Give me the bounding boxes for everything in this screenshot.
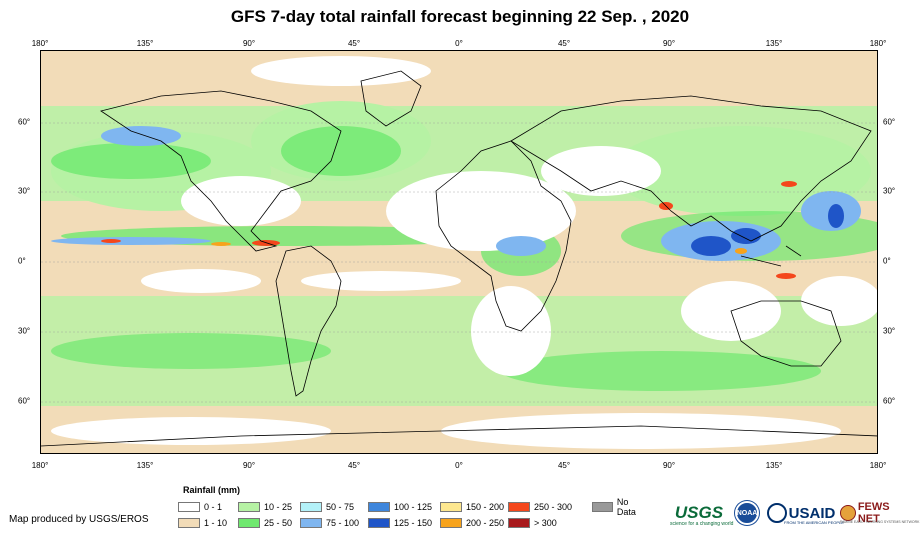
longitude-label: 90° (242, 39, 256, 48)
legend-item: 100 - 125 (368, 501, 432, 513)
latitude-label: 30° (883, 186, 896, 196)
latitude-label: 30° (18, 326, 31, 336)
legend-swatch (440, 518, 462, 528)
legend-swatch (508, 518, 530, 528)
legend-swatch (592, 502, 613, 512)
legend-title: Rainfall (mm) (183, 485, 241, 495)
longitude-label: 45° (557, 461, 571, 470)
legend-swatch (368, 518, 390, 528)
noaa-logo-text: NOAA (735, 501, 759, 525)
fews-net-logo: FEWS NET FAMINE EARLY WARNING SYSTEMS NE… (840, 496, 919, 530)
longitude-label: 180° (869, 461, 887, 470)
latitude-label: 60° (18, 396, 31, 406)
legend-swatch (238, 502, 260, 512)
latitude-label: 60° (883, 117, 896, 127)
legend-item: No Data (592, 497, 648, 517)
rainfall-map (40, 50, 878, 454)
longitude-label: 45° (347, 39, 361, 48)
latitude-label: 30° (18, 186, 31, 196)
longitude-label: 135° (765, 39, 783, 48)
fews-logo-text: FEWS NET (857, 501, 890, 525)
legend-label: 250 - 300 (534, 502, 573, 512)
legend-swatch (238, 518, 260, 528)
legend-item: 250 - 300 (508, 501, 572, 513)
longitude-label: 135° (765, 461, 783, 470)
legend-item: 50 - 75 (300, 501, 354, 513)
legend-label: 100 - 125 (394, 502, 433, 512)
longitude-label: 90° (662, 461, 676, 470)
longitude-label: 90° (662, 39, 676, 48)
rainfall-map-canvas (41, 51, 877, 453)
legend-item: 1 - 10 (178, 517, 227, 529)
legend-item: 75 - 100 (300, 517, 359, 529)
legend-item: 25 - 50 (238, 517, 292, 529)
legend-swatch (508, 502, 530, 512)
legend-label: 0 - 1 (204, 502, 223, 512)
map-credit: Map produced by USGS/EROS (9, 514, 149, 525)
partner-logos: USGS science for a changing world NOAA U… (668, 496, 919, 530)
legend-item: 10 - 25 (238, 501, 292, 513)
latitude-label: 0° (883, 256, 891, 266)
usaid-logo-text: USAID (788, 504, 836, 522)
legend-swatch (300, 518, 322, 528)
legend-item: 0 - 1 (178, 501, 222, 513)
longitude-label: 135° (136, 461, 154, 470)
rain-200-250-zones (211, 242, 747, 254)
usaid-tagline: FROM THE AMERICAN PEOPLE (784, 520, 844, 525)
longitude-label: 180° (31, 461, 49, 470)
legend-label: 10 - 25 (264, 502, 293, 512)
latitude-label: 60° (18, 117, 31, 127)
legend-item: 150 - 200 (440, 501, 504, 513)
usaid-logo: USAID FROM THE AMERICAN PEOPLE (764, 496, 844, 530)
fews-tagline: FAMINE EARLY WARNING SYSTEMS NETWORK (840, 520, 920, 524)
longitude-label: 180° (31, 39, 49, 48)
rainfall-legend: 0 - 1 1 - 10 10 - 25 25 - 50 50 - 75 75 - 100… (178, 497, 648, 531)
legend-item: 200 - 250 (440, 517, 504, 529)
legend-item: > 300 (508, 517, 557, 529)
legend-swatch (440, 502, 462, 512)
noaa-logo: NOAA (734, 496, 760, 530)
latitude-label: 0° (18, 256, 26, 266)
longitude-label: 180° (869, 39, 887, 48)
longitude-label: 90° (242, 461, 256, 470)
longitude-label: 0° (455, 461, 463, 470)
longitude-label: 0° (455, 39, 463, 48)
usaid-seal-icon (766, 503, 787, 523)
rain-0-1-zones (51, 56, 877, 449)
map-title: GFS 7-day total rainfall forecast beginn… (230, 7, 690, 26)
legend-swatch (368, 502, 390, 512)
legend-swatch (178, 518, 200, 528)
legend-swatch (178, 502, 200, 512)
legend-label: > 300 (534, 518, 557, 528)
legend-label: 200 - 250 (466, 518, 505, 528)
legend-label: 75 - 100 (326, 518, 360, 528)
legend-label: 25 - 50 (264, 518, 293, 528)
legend-label: 125 - 150 (394, 518, 433, 528)
coastlines (41, 70, 877, 447)
longitude-label: 45° (347, 461, 361, 470)
legend-label: 150 - 200 (466, 502, 505, 512)
fews-globe-icon (840, 505, 856, 521)
legend-label: No Data (616, 497, 636, 517)
legend-swatch (300, 502, 322, 512)
legend-item: 125 - 150 (368, 517, 432, 529)
usgs-logo-text: USGS (674, 503, 724, 522)
longitude-label: 45° (557, 39, 571, 48)
legend-label: 50 - 75 (326, 502, 355, 512)
usgs-logo: USGS science for a changing world (668, 496, 734, 530)
latitude-label: 30° (883, 326, 896, 336)
usgs-tagline: science for a changing world (670, 521, 734, 527)
longitude-label: 135° (136, 39, 154, 48)
legend-label: 1 - 10 (204, 518, 228, 528)
latitude-label: 60° (883, 396, 896, 406)
